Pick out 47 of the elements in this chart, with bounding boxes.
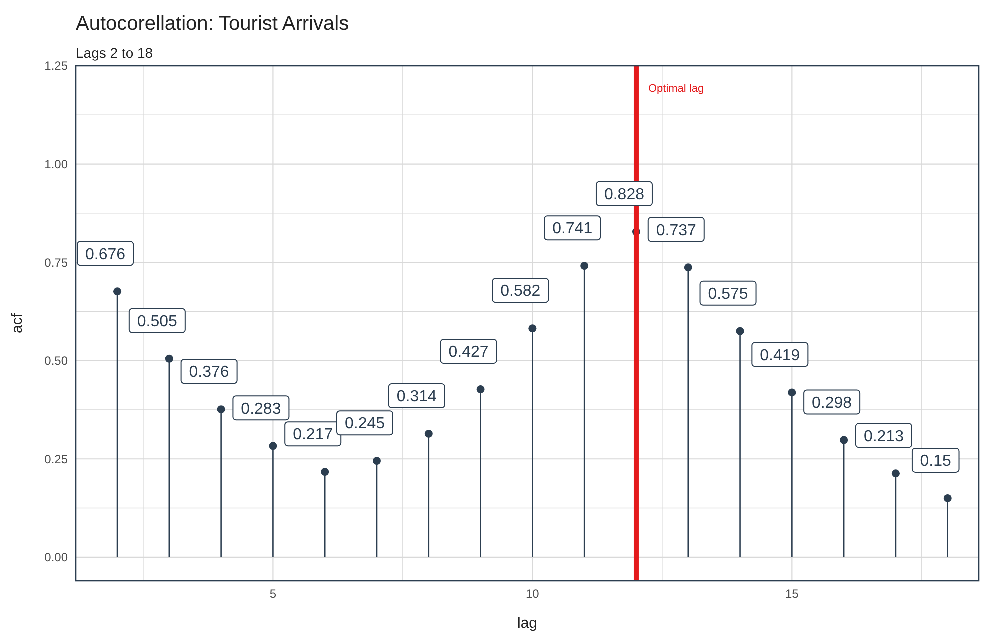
y-tick-label: 0.25 — [44, 452, 68, 466]
point — [165, 354, 174, 363]
data-label: 0.737 — [656, 222, 696, 240]
data-label: 0.314 — [396, 388, 438, 406]
x-tick-label: 15 — [785, 587, 800, 601]
x-axis-title: lag — [517, 615, 538, 631]
point — [217, 406, 226, 414]
point — [321, 468, 330, 476]
point — [373, 457, 381, 466]
data-label: 0.419 — [760, 347, 800, 364]
data-label: 0.676 — [85, 246, 126, 264]
data-label: 0.283 — [241, 400, 282, 418]
point — [114, 288, 122, 296]
data-label: 0.15 — [920, 453, 952, 470]
x-tick-label: 10 — [526, 587, 540, 601]
point — [840, 436, 848, 444]
y-axis-title: acf — [9, 312, 26, 334]
data-label: 0.245 — [344, 416, 386, 433]
data-label: 0.505 — [137, 313, 178, 330]
point — [580, 262, 589, 270]
chart-subtitle: Lags 2 to 18 — [76, 45, 154, 61]
data-label: 0.376 — [189, 364, 230, 382]
point — [892, 470, 900, 478]
point — [684, 264, 692, 272]
y-tick-label: 1.00 — [44, 157, 68, 172]
point — [944, 494, 952, 502]
chart-title: Autocorellation: Tourist Arrivals — [76, 13, 350, 35]
data-label: 0.828 — [604, 186, 645, 204]
point — [736, 327, 744, 336]
data-label: 0.427 — [448, 344, 489, 362]
data-label: 0.213 — [864, 428, 904, 446]
point — [269, 442, 278, 450]
x-tick-label: 5 — [270, 587, 277, 601]
point — [424, 430, 433, 438]
point — [476, 386, 485, 394]
ref-line-label: Optimal lag — [648, 83, 704, 95]
data-label: 0.298 — [812, 394, 852, 412]
y-tick-label: 0.00 — [44, 550, 68, 565]
y-tick-label: 0.50 — [44, 354, 68, 368]
data-label: 0.217 — [293, 426, 334, 444]
point — [788, 388, 796, 397]
y-tick-label: 1.25 — [44, 59, 68, 74]
point — [528, 324, 537, 333]
y-tick-label: 0.75 — [44, 256, 68, 270]
data-label: 0.582 — [500, 283, 541, 300]
data-label: 0.575 — [708, 286, 748, 303]
data-label: 0.741 — [552, 220, 593, 238]
